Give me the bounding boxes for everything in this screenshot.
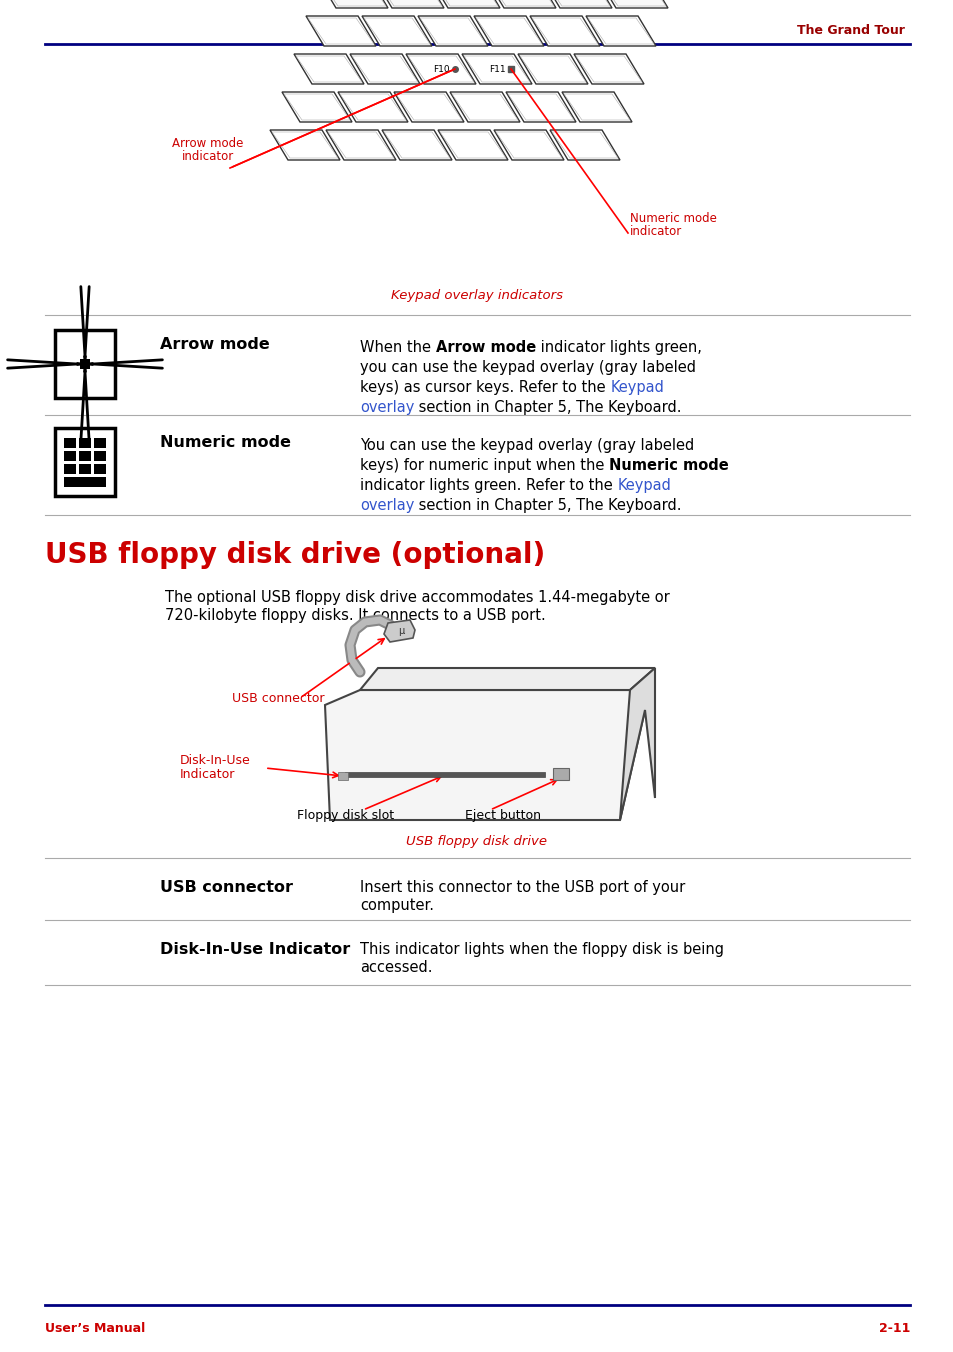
Polygon shape [505,92,576,122]
Polygon shape [598,0,667,8]
Polygon shape [541,0,612,8]
Polygon shape [374,0,443,8]
Polygon shape [326,130,395,160]
Text: section in Chapter 5, The Keyboard.: section in Chapter 5, The Keyboard. [414,400,681,415]
Polygon shape [294,54,364,84]
Text: Floppy disk slot: Floppy disk slot [297,810,395,822]
Polygon shape [270,130,339,160]
Bar [79,464,91,473]
Text: Arrow mode: Arrow mode [436,339,536,356]
Polygon shape [619,668,655,821]
Text: USB floppy disk drive (optional): USB floppy disk drive (optional) [45,541,545,569]
Bar [345,772,544,777]
Polygon shape [450,92,519,122]
Polygon shape [394,92,463,122]
Polygon shape [306,16,375,46]
Bar [94,464,106,473]
Bar [94,438,106,448]
Text: keys) for numeric input when the: keys) for numeric input when the [359,458,608,473]
Text: USB connector: USB connector [160,880,293,895]
Text: Keypad overlay indicators: Keypad overlay indicators [391,289,562,303]
Text: indicator lights green. Refer to the: indicator lights green. Refer to the [359,479,617,493]
Polygon shape [494,130,563,160]
Text: User’s Manual: User’s Manual [45,1321,145,1334]
Polygon shape [282,92,352,122]
Bar [80,360,90,369]
Text: Numeric mode: Numeric mode [608,458,728,473]
Polygon shape [550,130,619,160]
Text: Arrow mode: Arrow mode [160,337,270,352]
Polygon shape [437,130,507,160]
Bar [553,768,568,780]
Polygon shape [337,92,408,122]
Text: accessed.: accessed. [359,960,432,975]
Text: overlay: overlay [359,498,414,512]
Text: µ: µ [397,626,404,635]
Text: indicator: indicator [182,150,233,164]
Text: The optional USB floppy disk drive accommodates 1.44-megabyte or: The optional USB floppy disk drive accom… [165,589,669,604]
Text: indicator: indicator [629,224,681,238]
Text: The Grand Tour: The Grand Tour [797,23,904,37]
Text: F10: F10 [433,65,449,73]
Text: Eject button: Eject button [464,810,540,822]
Bar [79,438,91,448]
Text: Insert this connector to the USB port of your: Insert this connector to the USB port of… [359,880,684,895]
Polygon shape [317,0,388,8]
Text: USB floppy disk drive: USB floppy disk drive [406,836,547,849]
Text: you can use the keypad overlay (gray labeled: you can use the keypad overlay (gray lab… [359,360,696,375]
Polygon shape [485,0,556,8]
Text: keys) as cursor keys. Refer to the: keys) as cursor keys. Refer to the [359,380,610,395]
Text: 720-kilobyte floppy disks. It connects to a USB port.: 720-kilobyte floppy disks. It connects t… [165,608,545,623]
Text: When the: When the [359,339,436,356]
Text: F11: F11 [488,65,505,73]
Text: overlay: overlay [359,400,414,415]
Polygon shape [350,54,419,84]
Text: This indicator lights when the floppy disk is being: This indicator lights when the floppy di… [359,942,723,957]
Polygon shape [384,621,415,642]
Polygon shape [574,54,643,84]
Polygon shape [359,668,655,690]
Polygon shape [417,16,488,46]
Polygon shape [381,130,452,160]
Text: Disk-In-Use Indicator: Disk-In-Use Indicator [160,942,350,957]
Text: Numeric mode: Numeric mode [160,435,291,450]
Text: Indicator: Indicator [180,768,235,780]
Bar [55,330,115,397]
Polygon shape [561,92,631,122]
Bar [94,450,106,461]
Bar [64,438,76,448]
Text: section in Chapter 5, The Keyboard.: section in Chapter 5, The Keyboard. [414,498,681,512]
Text: indicator lights green,: indicator lights green, [536,339,701,356]
Polygon shape [474,16,543,46]
Bar [337,772,348,780]
Text: 2-11: 2-11 [878,1321,909,1334]
Polygon shape [430,0,499,8]
Bar [55,429,115,496]
Text: USB connector: USB connector [232,691,324,704]
Text: Numeric mode: Numeric mode [629,212,716,224]
Polygon shape [461,54,532,84]
Polygon shape [585,16,656,46]
Polygon shape [361,16,432,46]
Polygon shape [406,54,476,84]
Text: Keypad: Keypad [610,380,663,395]
Bar [64,476,106,487]
Text: Keypad: Keypad [617,479,671,493]
Text: computer.: computer. [359,898,434,913]
Bar [64,450,76,461]
Text: Arrow mode: Arrow mode [172,137,243,150]
Bar [64,464,76,473]
Polygon shape [530,16,599,46]
Text: You can use the keypad overlay (gray labeled: You can use the keypad overlay (gray lab… [359,438,694,453]
Polygon shape [325,690,644,821]
Polygon shape [517,54,587,84]
Text: Disk-In-Use: Disk-In-Use [180,753,251,767]
Bar [79,450,91,461]
